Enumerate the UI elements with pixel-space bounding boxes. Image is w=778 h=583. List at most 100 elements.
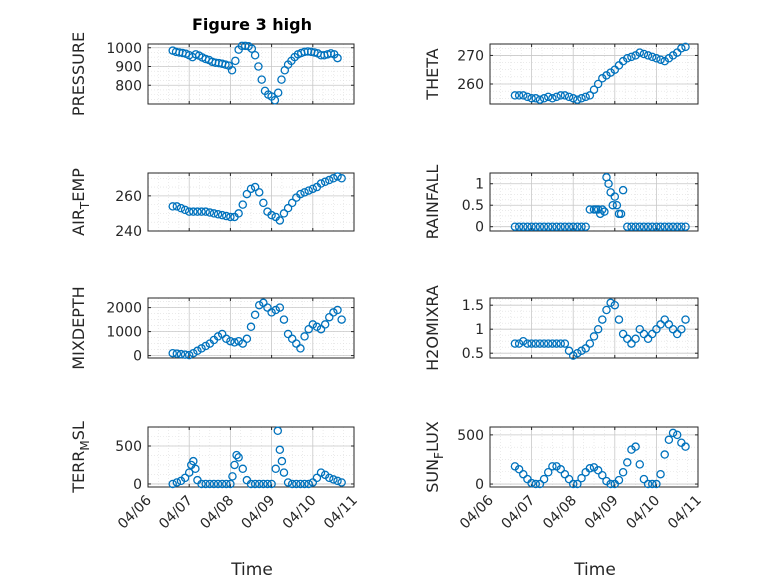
data-point bbox=[238, 464, 248, 474]
data-point bbox=[337, 478, 346, 487]
data-point bbox=[639, 222, 649, 231]
data-point bbox=[631, 442, 640, 451]
data-point bbox=[618, 185, 628, 195]
data-point bbox=[333, 53, 342, 63]
data-point bbox=[535, 222, 545, 231]
data-point bbox=[548, 94, 557, 103]
y-tick-label: 0.5 bbox=[462, 346, 484, 362]
data-point bbox=[283, 329, 293, 339]
data-point bbox=[560, 469, 570, 479]
minor-grid bbox=[490, 172, 698, 231]
data-point bbox=[527, 339, 536, 348]
data-point bbox=[267, 210, 276, 220]
y-axis-label: RAINFALL bbox=[423, 165, 442, 240]
data-point bbox=[573, 95, 582, 104]
data-point bbox=[292, 339, 301, 348]
data-point bbox=[271, 464, 280, 474]
subplot-theta: 260 270 THETA bbox=[423, 42, 699, 105]
data-point bbox=[664, 435, 674, 445]
axes-box bbox=[147, 297, 355, 359]
data-point bbox=[543, 92, 553, 102]
data-point bbox=[329, 308, 338, 317]
x-axis-label-left: Time bbox=[230, 560, 273, 580]
data-point bbox=[296, 189, 305, 199]
data-point bbox=[263, 479, 272, 489]
data-point bbox=[519, 222, 528, 231]
data-point bbox=[197, 207, 206, 216]
data-point bbox=[647, 479, 657, 489]
data-point bbox=[234, 336, 243, 346]
data-point bbox=[681, 442, 690, 451]
data-point bbox=[337, 315, 346, 324]
data-point bbox=[180, 473, 190, 483]
data-point bbox=[627, 52, 636, 62]
data-point bbox=[656, 469, 665, 479]
data-point bbox=[209, 209, 219, 218]
data-point bbox=[608, 200, 617, 210]
data-point bbox=[197, 479, 206, 489]
data-point bbox=[568, 351, 578, 360]
y-tick-label: 1000 bbox=[106, 325, 142, 341]
data-point bbox=[643, 334, 653, 344]
data-point bbox=[668, 428, 678, 438]
y-tick-label: 500 bbox=[115, 439, 142, 455]
data-point bbox=[556, 339, 565, 348]
data-point bbox=[531, 479, 541, 489]
y-tick-label: 0.5 bbox=[462, 198, 484, 214]
data-point bbox=[333, 476, 342, 486]
data-point bbox=[337, 174, 346, 183]
data-point bbox=[668, 324, 678, 334]
data-point bbox=[222, 334, 231, 344]
data-point bbox=[304, 324, 313, 334]
data-point bbox=[246, 479, 256, 489]
data-point bbox=[201, 341, 210, 351]
data-point bbox=[643, 222, 653, 231]
data-point bbox=[610, 300, 620, 310]
y-tick-label: 260 bbox=[115, 189, 142, 205]
data-point bbox=[189, 207, 198, 216]
data-point bbox=[201, 479, 210, 489]
data-point bbox=[623, 222, 632, 231]
data-point bbox=[283, 478, 293, 487]
data-point bbox=[325, 175, 334, 185]
data-point bbox=[623, 334, 632, 344]
data-point bbox=[300, 479, 309, 489]
data-series bbox=[168, 298, 346, 360]
y-tick-label: 270 bbox=[457, 48, 484, 64]
y-axis-label: PRESSURE bbox=[69, 32, 88, 116]
data-point bbox=[514, 222, 524, 231]
data-point bbox=[189, 348, 198, 358]
data-point bbox=[577, 346, 586, 356]
data-point bbox=[656, 320, 665, 329]
data-point bbox=[259, 198, 268, 208]
data-point bbox=[527, 222, 536, 231]
data-point bbox=[217, 329, 227, 339]
data-point bbox=[552, 339, 561, 348]
data-point bbox=[277, 456, 287, 466]
data-point bbox=[222, 211, 231, 221]
data-point bbox=[514, 339, 524, 348]
data-point bbox=[523, 222, 532, 231]
data-point bbox=[226, 336, 235, 346]
data-point bbox=[176, 203, 186, 213]
data-point bbox=[556, 465, 565, 474]
data-point bbox=[548, 222, 557, 231]
data-point bbox=[242, 189, 252, 199]
data-point bbox=[242, 334, 252, 344]
data-point bbox=[606, 298, 615, 308]
data-point bbox=[539, 474, 549, 484]
y-axis-label: H2OMIXRA bbox=[423, 285, 442, 371]
data-point bbox=[581, 344, 590, 353]
data-point bbox=[593, 466, 603, 475]
data-series bbox=[168, 172, 346, 225]
data-point bbox=[604, 179, 613, 188]
data-point bbox=[585, 464, 595, 473]
data-series bbox=[510, 428, 690, 489]
data-point bbox=[217, 479, 227, 489]
data-point bbox=[267, 308, 276, 317]
data-point bbox=[168, 348, 177, 358]
data-point bbox=[618, 467, 628, 477]
data-point bbox=[325, 473, 334, 483]
data-point bbox=[660, 450, 669, 459]
data-point bbox=[316, 324, 326, 334]
